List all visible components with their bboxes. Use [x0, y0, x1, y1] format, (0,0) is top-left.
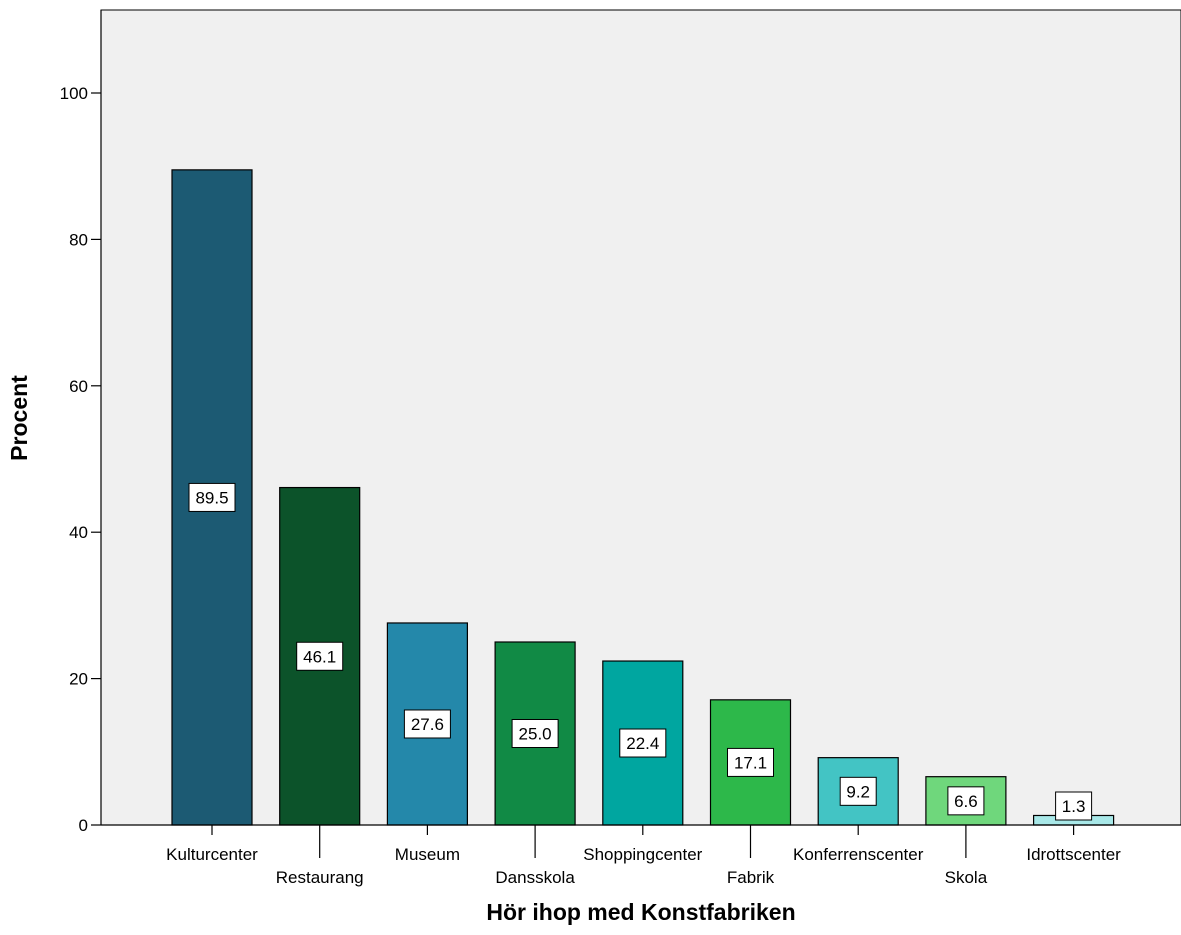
x-axis-title: Hör ihop med Konstfabriken — [486, 899, 795, 925]
data-label-box — [296, 641, 344, 671]
y-tick-label: 80 — [69, 230, 88, 249]
x-category-label: Fabrik — [727, 868, 775, 887]
data-labels-layer: 89.5 46.1 27.6 25.0 22.4 17.1 9.2 6.6 1.3 — [188, 482, 1093, 821]
data-label-box — [188, 482, 236, 512]
data-label-box — [511, 719, 559, 748]
x-category-label: Konferrenscenter — [793, 845, 924, 864]
data-label-box — [727, 747, 774, 777]
data-label: 6.6 — [954, 792, 978, 811]
data-label-box — [1055, 791, 1093, 821]
y-tick-label: 0 — [79, 816, 88, 835]
x-category-label: Restaurang — [276, 868, 364, 887]
data-label-box — [947, 786, 985, 816]
data-label: 1.3 — [1062, 797, 1086, 816]
data-label-box — [403, 709, 451, 739]
y-axis-title: Procent — [6, 375, 32, 461]
x-category-label: Museum — [395, 845, 460, 864]
x-ticks: Kulturcenter Restaurang Museum Dansskola Sho… — [166, 825, 1121, 887]
y-tick-label: 40 — [69, 523, 88, 542]
y-tick-label: 100 — [60, 84, 88, 103]
data-label-box — [839, 776, 877, 806]
data-label: 89.5 — [195, 488, 228, 507]
x-category-label: Idrottscenter — [1026, 845, 1121, 864]
data-label: 17.1 — [734, 753, 767, 772]
y-tick-label: 20 — [69, 670, 88, 689]
data-label: 9.2 — [846, 782, 870, 801]
x-category-label: Dansskola — [495, 868, 575, 887]
x-category-label: Shoppingcenter — [583, 845, 702, 864]
x-category-label: Kulturcenter — [166, 845, 258, 864]
x-category-label: Skola — [945, 868, 988, 887]
data-label: 46.1 — [303, 647, 336, 666]
data-label: 27.6 — [411, 715, 444, 734]
y-ticks: 0 20 40 60 80 100 — [60, 84, 101, 835]
data-label: 22.4 — [626, 734, 659, 753]
y-tick-label: 60 — [69, 377, 88, 396]
data-label: 25.0 — [519, 725, 552, 744]
data-label-box — [619, 728, 667, 758]
